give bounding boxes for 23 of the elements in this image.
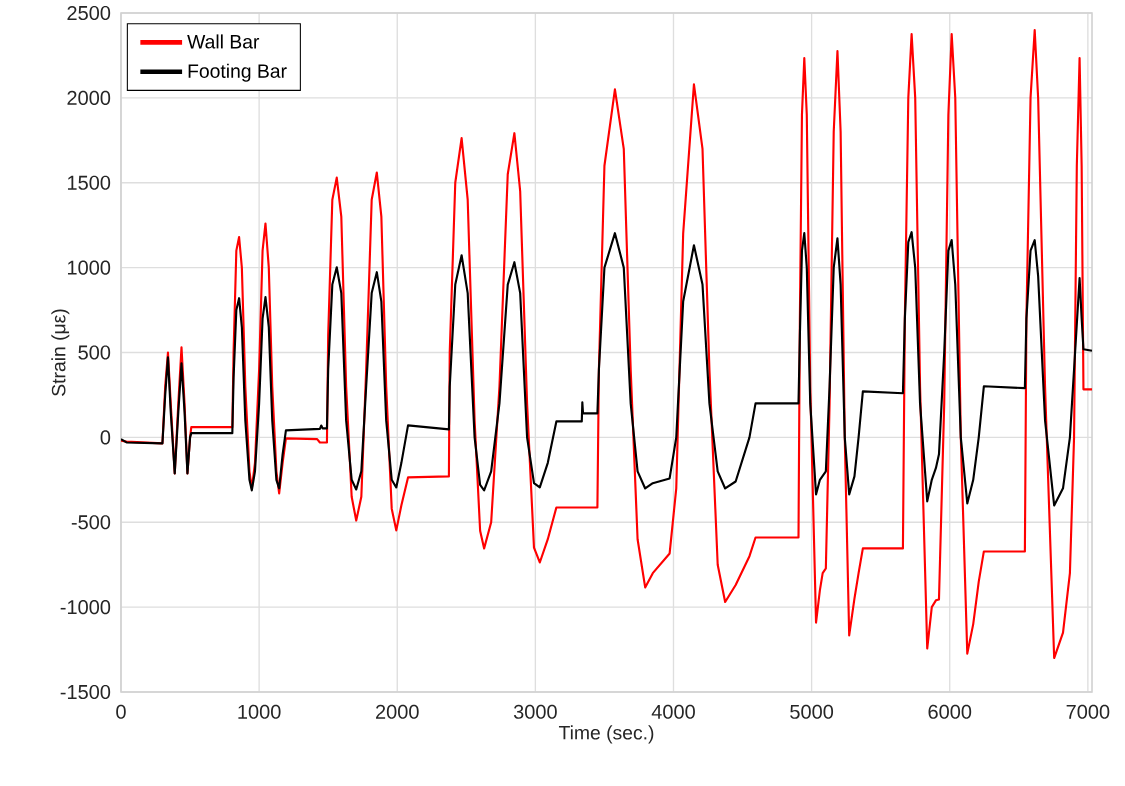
x-tick-label: 4000 xyxy=(651,704,695,719)
x-axis-title: Time (sec.) xyxy=(558,725,654,744)
y-tick-label: 1000 xyxy=(67,260,111,275)
y-axis-title: Strain (με) xyxy=(51,309,70,396)
legend-label: Wall Bar xyxy=(187,34,260,49)
y-tick-label: 2000 xyxy=(67,90,111,105)
x-tick-label: 6000 xyxy=(928,704,972,719)
x-tick-label: 5000 xyxy=(790,704,834,719)
y-tick-label: 0 xyxy=(100,430,111,445)
legend-label: Footing Bar xyxy=(188,63,287,82)
x-tick-label: 3000 xyxy=(513,704,557,719)
line-series xyxy=(121,28,1093,660)
x-tick-label: 1000 xyxy=(238,704,281,719)
x-tick-label: 2000 xyxy=(376,704,419,719)
y-tick-label: 1500 xyxy=(67,175,111,190)
y-tick-label: -1500 xyxy=(60,684,111,700)
x-tick-label: 0 xyxy=(116,704,126,719)
y-tick-label: 500 xyxy=(78,345,111,360)
x-tick-label: 7000 xyxy=(1066,704,1110,719)
line-series xyxy=(121,231,1093,507)
y-tick-label: 2500 xyxy=(67,5,111,21)
y-tick-label: -1000 xyxy=(60,600,111,615)
y-tick-label: -500 xyxy=(71,515,111,530)
